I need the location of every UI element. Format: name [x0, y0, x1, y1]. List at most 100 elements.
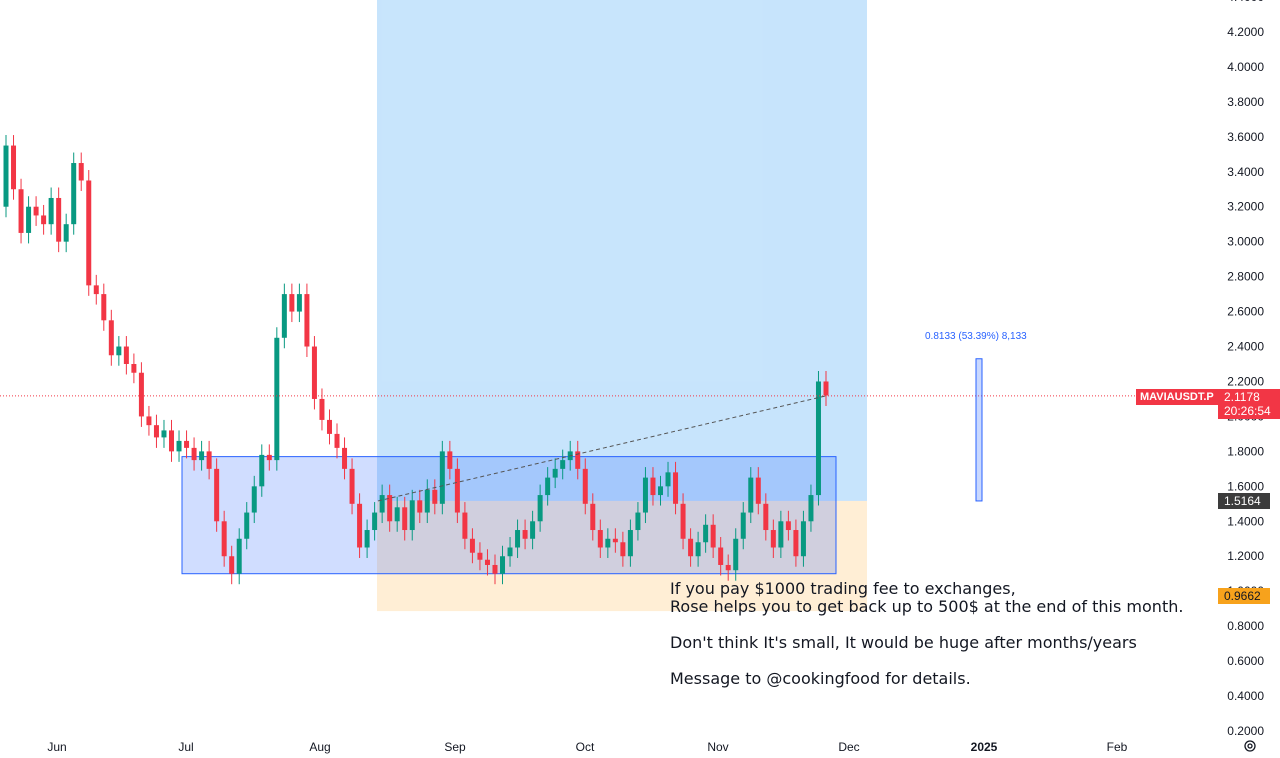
price-tick-label: 2.8000 [1227, 270, 1264, 284]
candle-body [695, 542, 701, 557]
price-tick-label: 4.2000 [1227, 25, 1264, 39]
candle-body [357, 503, 363, 548]
price-tick-label: 1.8000 [1227, 444, 1264, 458]
candle-body [417, 500, 423, 513]
candle-body [778, 521, 784, 548]
price-tick-label: 2.4000 [1227, 340, 1264, 354]
candle-body [500, 556, 506, 574]
candle-body [740, 512, 746, 539]
candle-body [590, 503, 596, 531]
candle-body [86, 180, 92, 286]
price-tick-label: 0.6000 [1227, 654, 1264, 668]
candle-body [48, 197, 54, 225]
price-tick-label: 0.4000 [1227, 689, 1264, 703]
candle-body [530, 521, 536, 539]
candle-body [63, 224, 69, 242]
candle-body [454, 468, 460, 513]
candle-body [296, 294, 302, 312]
candle-body [379, 495, 385, 513]
candle-body [522, 530, 528, 539]
candle-body [199, 451, 205, 461]
price-axis[interactable]: 0.20000.40000.60000.80001.00001.20001.40… [1227, 0, 1264, 738]
candle-body [138, 372, 144, 417]
candle-body [642, 477, 648, 513]
candle-body [703, 524, 709, 543]
candle-body [153, 425, 159, 438]
candle-body [469, 538, 475, 553]
settings-gear-icon[interactable] [1243, 739, 1257, 753]
candle-body [763, 503, 769, 531]
candle-body [560, 460, 566, 469]
measure-label: 0.8133 (53.39%) 8,133 [925, 331, 1027, 342]
candle-body [823, 381, 829, 396]
promo-line-2: Rose helps you to get back up to 500$ at… [670, 597, 1184, 616]
price-tick-label: 0.8000 [1227, 619, 1264, 633]
candle-body [281, 294, 287, 338]
candle-body [402, 507, 408, 531]
candle-body [191, 447, 197, 461]
candle-body [507, 547, 513, 557]
candle-body [93, 285, 99, 295]
candle-body [575, 451, 581, 469]
price-tick-label: 4.0000 [1227, 60, 1264, 74]
time-tick-label: Jul [178, 740, 193, 754]
candle-body [800, 521, 806, 557]
candle-body [597, 530, 603, 548]
measure-bar [975, 358, 983, 502]
time-tick-label: Oct [576, 740, 595, 754]
candle-body [259, 454, 265, 487]
candle-body [18, 189, 24, 233]
candle-body [725, 564, 731, 571]
candle-body [214, 468, 220, 522]
lower-level-tag: 0.9662 [1218, 588, 1270, 604]
candle-body [349, 468, 355, 504]
candle-body [33, 206, 39, 216]
candle-body [537, 495, 543, 522]
profit-zone [377, 0, 867, 501]
candle-body [71, 163, 77, 225]
price-tick-label: 2.2000 [1227, 374, 1264, 388]
candle-body [236, 538, 242, 574]
candle-body [319, 398, 325, 420]
candle-body [477, 552, 483, 560]
time-tick-label: Nov [707, 740, 728, 754]
candle-body [673, 472, 679, 504]
price-tick-label: 1.2000 [1227, 549, 1264, 563]
promo-line-3: Don't think It's small, It would be huge… [670, 633, 1137, 652]
promo-text: If you pay $1000 trading fee to exchange… [670, 580, 1183, 688]
candle-body [101, 294, 107, 321]
last-price-tag: 2.1178 20:26:54 [1218, 389, 1280, 419]
candle-body [56, 197, 62, 242]
candle-body [311, 346, 317, 399]
candle-body [605, 538, 611, 548]
candle-body [304, 294, 310, 347]
candle-body [650, 477, 656, 496]
candle-body [635, 512, 641, 531]
time-tick-label: Jun [47, 740, 66, 754]
time-tick-label: Dec [838, 740, 859, 754]
candle-body [394, 507, 400, 522]
candle-body [665, 472, 671, 487]
candle-body [161, 430, 167, 438]
candle-body [545, 477, 551, 496]
candle-body [815, 381, 821, 496]
price-tick-label: 3.0000 [1227, 235, 1264, 249]
time-tick-label: 2025 [971, 740, 998, 754]
candle-body [808, 495, 814, 522]
candle-body [785, 521, 791, 531]
candle-body [274, 337, 280, 461]
candle-body [387, 495, 393, 522]
candle-body [244, 512, 250, 539]
time-axis[interactable]: Jun Jul Aug Sep Oct Nov Dec 2025 Feb [47, 740, 1127, 754]
price-tick-label: 2.6000 [1227, 305, 1264, 319]
candle-body [78, 163, 84, 181]
time-tick-label: Sep [444, 740, 466, 754]
candle-body [221, 521, 227, 557]
candle-body [409, 500, 415, 531]
candle-body [41, 215, 47, 225]
price-tick-label: 1.6000 [1227, 479, 1264, 493]
candle-body [364, 530, 370, 548]
candle-body [169, 430, 175, 452]
candle-body [484, 559, 490, 565]
